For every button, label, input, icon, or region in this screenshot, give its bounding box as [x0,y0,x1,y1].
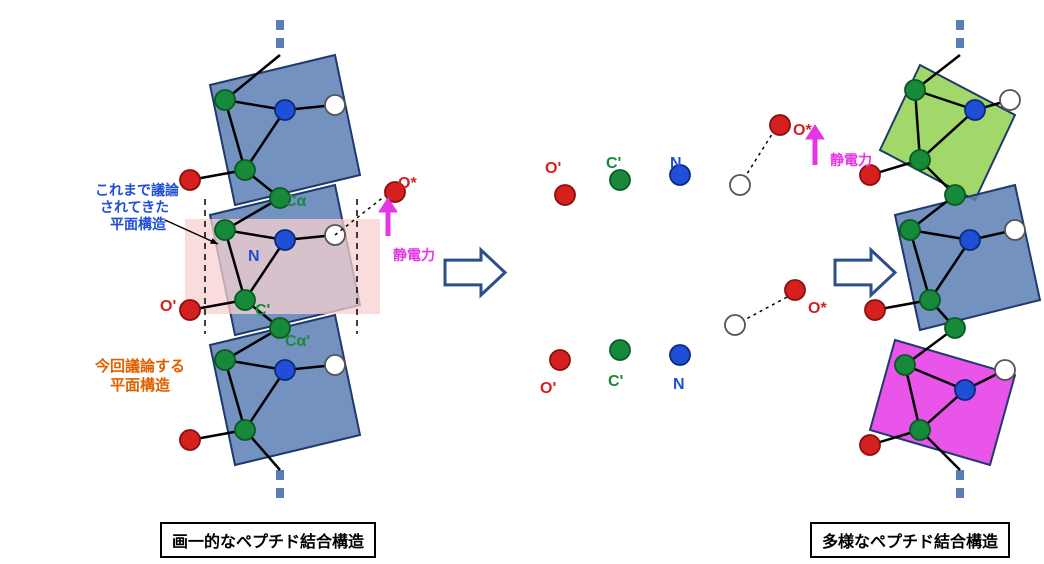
diagram-svg [0,0,1044,564]
label-electro: 静電力 [393,245,435,265]
label-Oprime: O' [545,160,561,178]
label-Ca2: Cα' [285,333,310,351]
label-Oprime: O' [160,298,176,316]
label-Ostar: O* [808,300,827,318]
label-N: N [673,376,685,394]
caption-right: 多様なペプチド結合構造 [810,522,1010,558]
label-electro: 静電力 [830,150,872,170]
label-Oprime: O' [540,380,556,398]
label-N: N [248,248,260,266]
label-Cprime: C' [606,155,621,173]
label-Ostar: O* [793,122,812,140]
label-Cprime: C' [608,373,623,391]
caption-left: 画一的なペプチド結合構造 [160,522,376,558]
label-Cprime: C' [255,302,270,320]
label-N: N [670,155,682,173]
label-prev_line3: 平面構造 [110,214,166,234]
label-this_line2: 平面構造 [110,374,170,395]
label-Ostar: O* [398,175,417,193]
label-this_line1: 今回議論する [95,355,185,376]
label-Ca: Cα [285,193,306,211]
